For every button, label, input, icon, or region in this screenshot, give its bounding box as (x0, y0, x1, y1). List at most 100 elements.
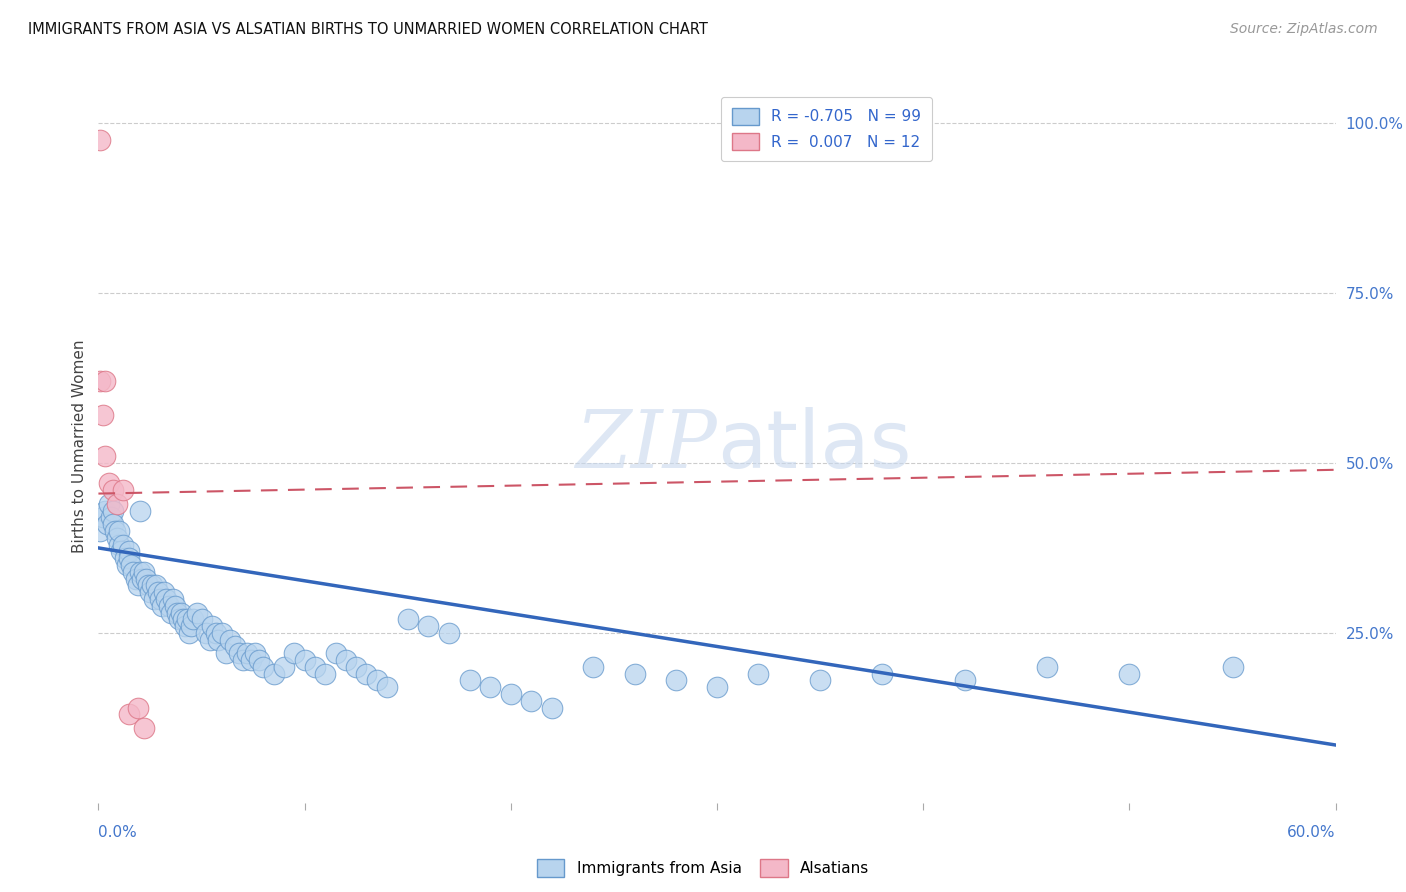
Point (344, 660, 367, 674)
Point (101, 483, 124, 498)
Point (190, 612, 212, 626)
Point (91, 510, 114, 524)
Text: 60.0%: 60.0% (1288, 825, 1336, 840)
Point (108, 537, 131, 551)
Point (325, 646, 347, 660)
Point (366, 673, 388, 688)
Point (120, 558, 142, 572)
Point (211, 626, 233, 640)
Point (375, 680, 398, 694)
Point (141, 578, 163, 592)
Point (236, 646, 259, 660)
Legend: Immigrants from Asia, Alsatians: Immigrants from Asia, Alsatians (529, 852, 877, 884)
Point (201, 619, 224, 633)
Point (582, 660, 605, 674)
Point (136, 578, 159, 592)
Text: IMMIGRANTS FROM ASIA VS ALSATIAN BIRTHS TO UNMARRIED WOMEN CORRELATION CHART: IMMIGRANTS FROM ASIA VS ALSATIAN BIRTHS … (28, 22, 709, 37)
Point (89, 133, 111, 147)
Point (124, 572, 146, 586)
Point (706, 680, 728, 694)
Point (273, 660, 295, 674)
Point (166, 606, 188, 620)
Point (97, 476, 120, 491)
Point (131, 572, 153, 586)
Point (665, 673, 688, 688)
Legend: R = -0.705   N = 99, R =  0.007   N = 12: R = -0.705 N = 99, R = 0.007 N = 12 (721, 97, 932, 161)
Point (870, 666, 893, 681)
Point (356, 666, 378, 681)
Point (89, 524, 111, 538)
Point (335, 653, 357, 667)
Point (127, 578, 149, 592)
Point (155, 591, 177, 606)
Point (128, 565, 150, 579)
Point (93, 503, 115, 517)
Point (143, 591, 166, 606)
Point (396, 612, 419, 626)
Point (294, 653, 316, 667)
Point (112, 483, 135, 498)
Point (174, 619, 197, 633)
Point (139, 585, 162, 599)
Point (499, 687, 522, 701)
Point (118, 551, 141, 566)
Text: ZIP: ZIP (575, 408, 717, 484)
Point (132, 721, 155, 735)
Point (953, 673, 976, 688)
Point (89, 375, 111, 389)
Point (104, 524, 127, 538)
Text: 0.0%: 0.0% (98, 825, 138, 840)
Point (243, 646, 266, 660)
Text: Source: ZipAtlas.com: Source: ZipAtlas.com (1230, 22, 1378, 37)
Point (105, 497, 128, 511)
Point (118, 544, 141, 558)
Point (181, 612, 204, 626)
Point (1036, 660, 1059, 674)
Point (135, 572, 157, 586)
Point (207, 632, 229, 647)
Point (180, 619, 202, 633)
Point (105, 531, 128, 545)
Text: atlas: atlas (717, 407, 911, 485)
Point (458, 673, 481, 688)
Point (172, 612, 194, 626)
Point (159, 606, 181, 620)
Point (520, 694, 543, 708)
Point (263, 666, 285, 681)
Point (437, 626, 460, 640)
Point (145, 578, 167, 592)
Point (623, 666, 645, 681)
Point (808, 673, 831, 688)
Point (228, 646, 250, 660)
Point (167, 612, 190, 626)
Point (1118, 666, 1140, 681)
Point (283, 646, 305, 660)
Point (418, 619, 440, 633)
Point (108, 524, 131, 538)
Point (132, 565, 155, 579)
Point (96, 517, 118, 532)
Point (118, 707, 141, 722)
Point (93, 449, 115, 463)
Point (252, 660, 274, 674)
Point (122, 565, 145, 579)
Point (198, 632, 221, 647)
Point (117, 558, 139, 572)
Point (91, 409, 114, 423)
Point (1222, 660, 1244, 674)
Point (176, 612, 198, 626)
Point (128, 503, 150, 517)
Point (157, 599, 180, 613)
Point (747, 666, 769, 681)
Point (162, 591, 184, 606)
Y-axis label: Births to Unmarried Women: Births to Unmarried Women (72, 339, 87, 553)
Point (304, 660, 326, 674)
Point (93, 375, 115, 389)
Point (219, 632, 242, 647)
Point (224, 640, 246, 654)
Point (247, 653, 270, 667)
Point (97, 497, 120, 511)
Point (170, 606, 193, 620)
Point (114, 551, 136, 566)
Point (127, 700, 149, 714)
